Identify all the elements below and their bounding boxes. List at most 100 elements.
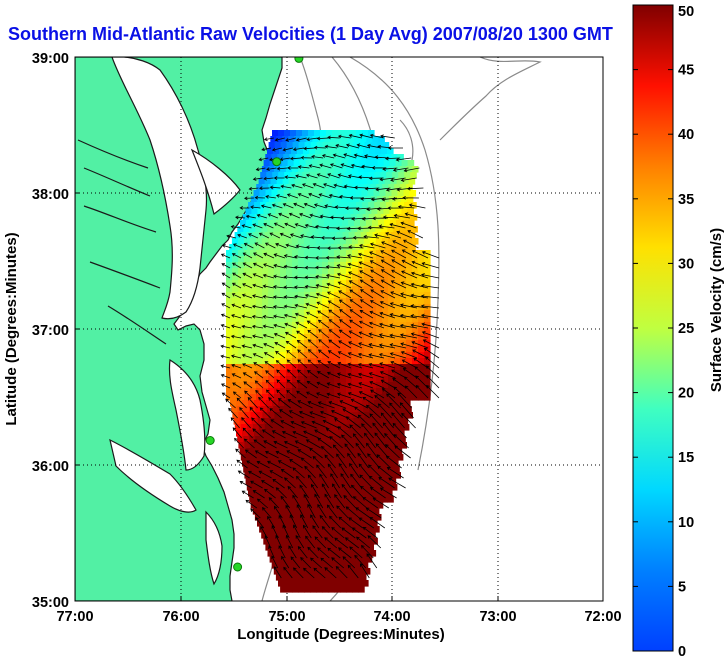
velocity-cell xyxy=(301,190,309,197)
velocity-vector xyxy=(284,322,297,329)
velocity-cell xyxy=(252,484,260,491)
velocity-cell xyxy=(320,460,327,467)
velocity-cell xyxy=(384,220,391,227)
velocity-cell xyxy=(285,532,292,539)
velocity-cell xyxy=(274,328,281,335)
velocity-cell xyxy=(263,418,271,425)
velocity-cell xyxy=(334,142,342,149)
velocity-vector xyxy=(281,430,297,439)
velocity-vector xyxy=(341,483,353,499)
velocity-cell xyxy=(418,370,425,377)
velocity-cell xyxy=(406,274,413,281)
velocity-cell xyxy=(265,526,272,533)
velocity-cell xyxy=(244,304,251,311)
velocity-cell xyxy=(301,544,308,551)
x-tick-label: 74:00 xyxy=(373,609,410,625)
velocity-vector xyxy=(284,175,296,180)
velocity-cell xyxy=(309,568,317,575)
velocity-cell xyxy=(250,346,257,353)
velocity-cell xyxy=(262,262,269,269)
velocity-cell xyxy=(388,370,395,377)
velocity-vector xyxy=(426,374,440,389)
velocity-cell xyxy=(303,532,310,539)
velocity-cell xyxy=(387,148,394,155)
velocity-cell xyxy=(333,436,340,443)
velocity-cell xyxy=(325,154,332,161)
velocity-vector xyxy=(338,516,353,529)
velocity-cell xyxy=(284,172,291,179)
velocity-cell xyxy=(340,322,347,329)
velocity-cell xyxy=(304,196,312,203)
velocity-cell xyxy=(284,430,291,437)
velocity-cell xyxy=(388,376,395,383)
velocity-cell xyxy=(322,310,329,317)
velocity-vector xyxy=(262,314,275,319)
velocity-vector xyxy=(250,205,261,210)
velocity-cell xyxy=(366,136,373,143)
velocity-cell xyxy=(346,502,354,509)
velocity-vector xyxy=(353,153,368,159)
velocity-vector xyxy=(294,265,308,270)
velocity-cell xyxy=(274,310,281,317)
velocity-cell xyxy=(388,382,395,389)
velocity-vector xyxy=(237,233,248,239)
velocity-vector xyxy=(313,567,326,579)
velocity-vector xyxy=(347,262,363,269)
velocity-cell xyxy=(341,448,349,455)
velocity-vector xyxy=(231,303,242,309)
velocity-vector xyxy=(262,305,275,309)
velocity-cell xyxy=(381,148,388,155)
velocity-cell xyxy=(294,508,302,515)
velocity-cell xyxy=(263,520,270,527)
velocity-cell xyxy=(310,502,318,509)
velocity-vector xyxy=(247,233,259,239)
velocity-cell xyxy=(250,334,257,341)
velocity-vector xyxy=(232,391,242,399)
velocity-vector xyxy=(420,283,440,289)
velocity-cell xyxy=(226,388,233,395)
velocity-cell xyxy=(287,556,295,563)
velocity-vector xyxy=(358,517,375,529)
velocity-cell xyxy=(360,508,368,515)
velocity-cell xyxy=(262,196,270,203)
velocity-vector xyxy=(345,143,360,149)
velocity-cell xyxy=(318,232,326,239)
velocity-cell xyxy=(245,208,252,215)
velocity-vector xyxy=(404,385,418,399)
velocity-cell xyxy=(406,334,413,341)
velocity-cell xyxy=(340,274,347,281)
velocity-vector xyxy=(349,299,363,309)
velocity-cell xyxy=(238,316,245,323)
velocity-cell xyxy=(406,250,413,257)
velocity-cell xyxy=(250,328,257,335)
velocity-cell xyxy=(346,352,353,359)
velocity-cell xyxy=(274,382,281,389)
velocity-cell xyxy=(256,310,263,317)
velocity-vector xyxy=(364,186,380,191)
velocity-cell xyxy=(406,196,414,203)
velocity-cell xyxy=(309,466,316,473)
velocity-cell xyxy=(401,208,408,215)
velocity-cell xyxy=(339,238,347,245)
velocity-cell xyxy=(370,298,377,305)
velocity-cell xyxy=(341,208,348,215)
velocity-cell xyxy=(340,472,347,479)
velocity-vector xyxy=(336,382,352,389)
velocity-cell xyxy=(284,580,291,587)
velocity-cell xyxy=(296,430,303,437)
velocity-cell xyxy=(256,352,263,359)
velocity-cell xyxy=(346,292,353,299)
velocity-cell xyxy=(372,136,379,143)
velocity-vector xyxy=(369,260,385,269)
velocity-cell xyxy=(352,250,359,257)
velocity-cell xyxy=(340,370,347,377)
velocity-cell xyxy=(305,448,313,455)
velocity-cell xyxy=(364,298,371,305)
velocity-cell xyxy=(244,328,251,335)
velocity-cell xyxy=(263,538,270,545)
velocity-cell xyxy=(256,298,263,305)
velocity-vector xyxy=(252,428,264,439)
velocity-cell xyxy=(387,226,394,233)
velocity-cell xyxy=(256,262,263,269)
velocity-vector xyxy=(221,272,231,279)
